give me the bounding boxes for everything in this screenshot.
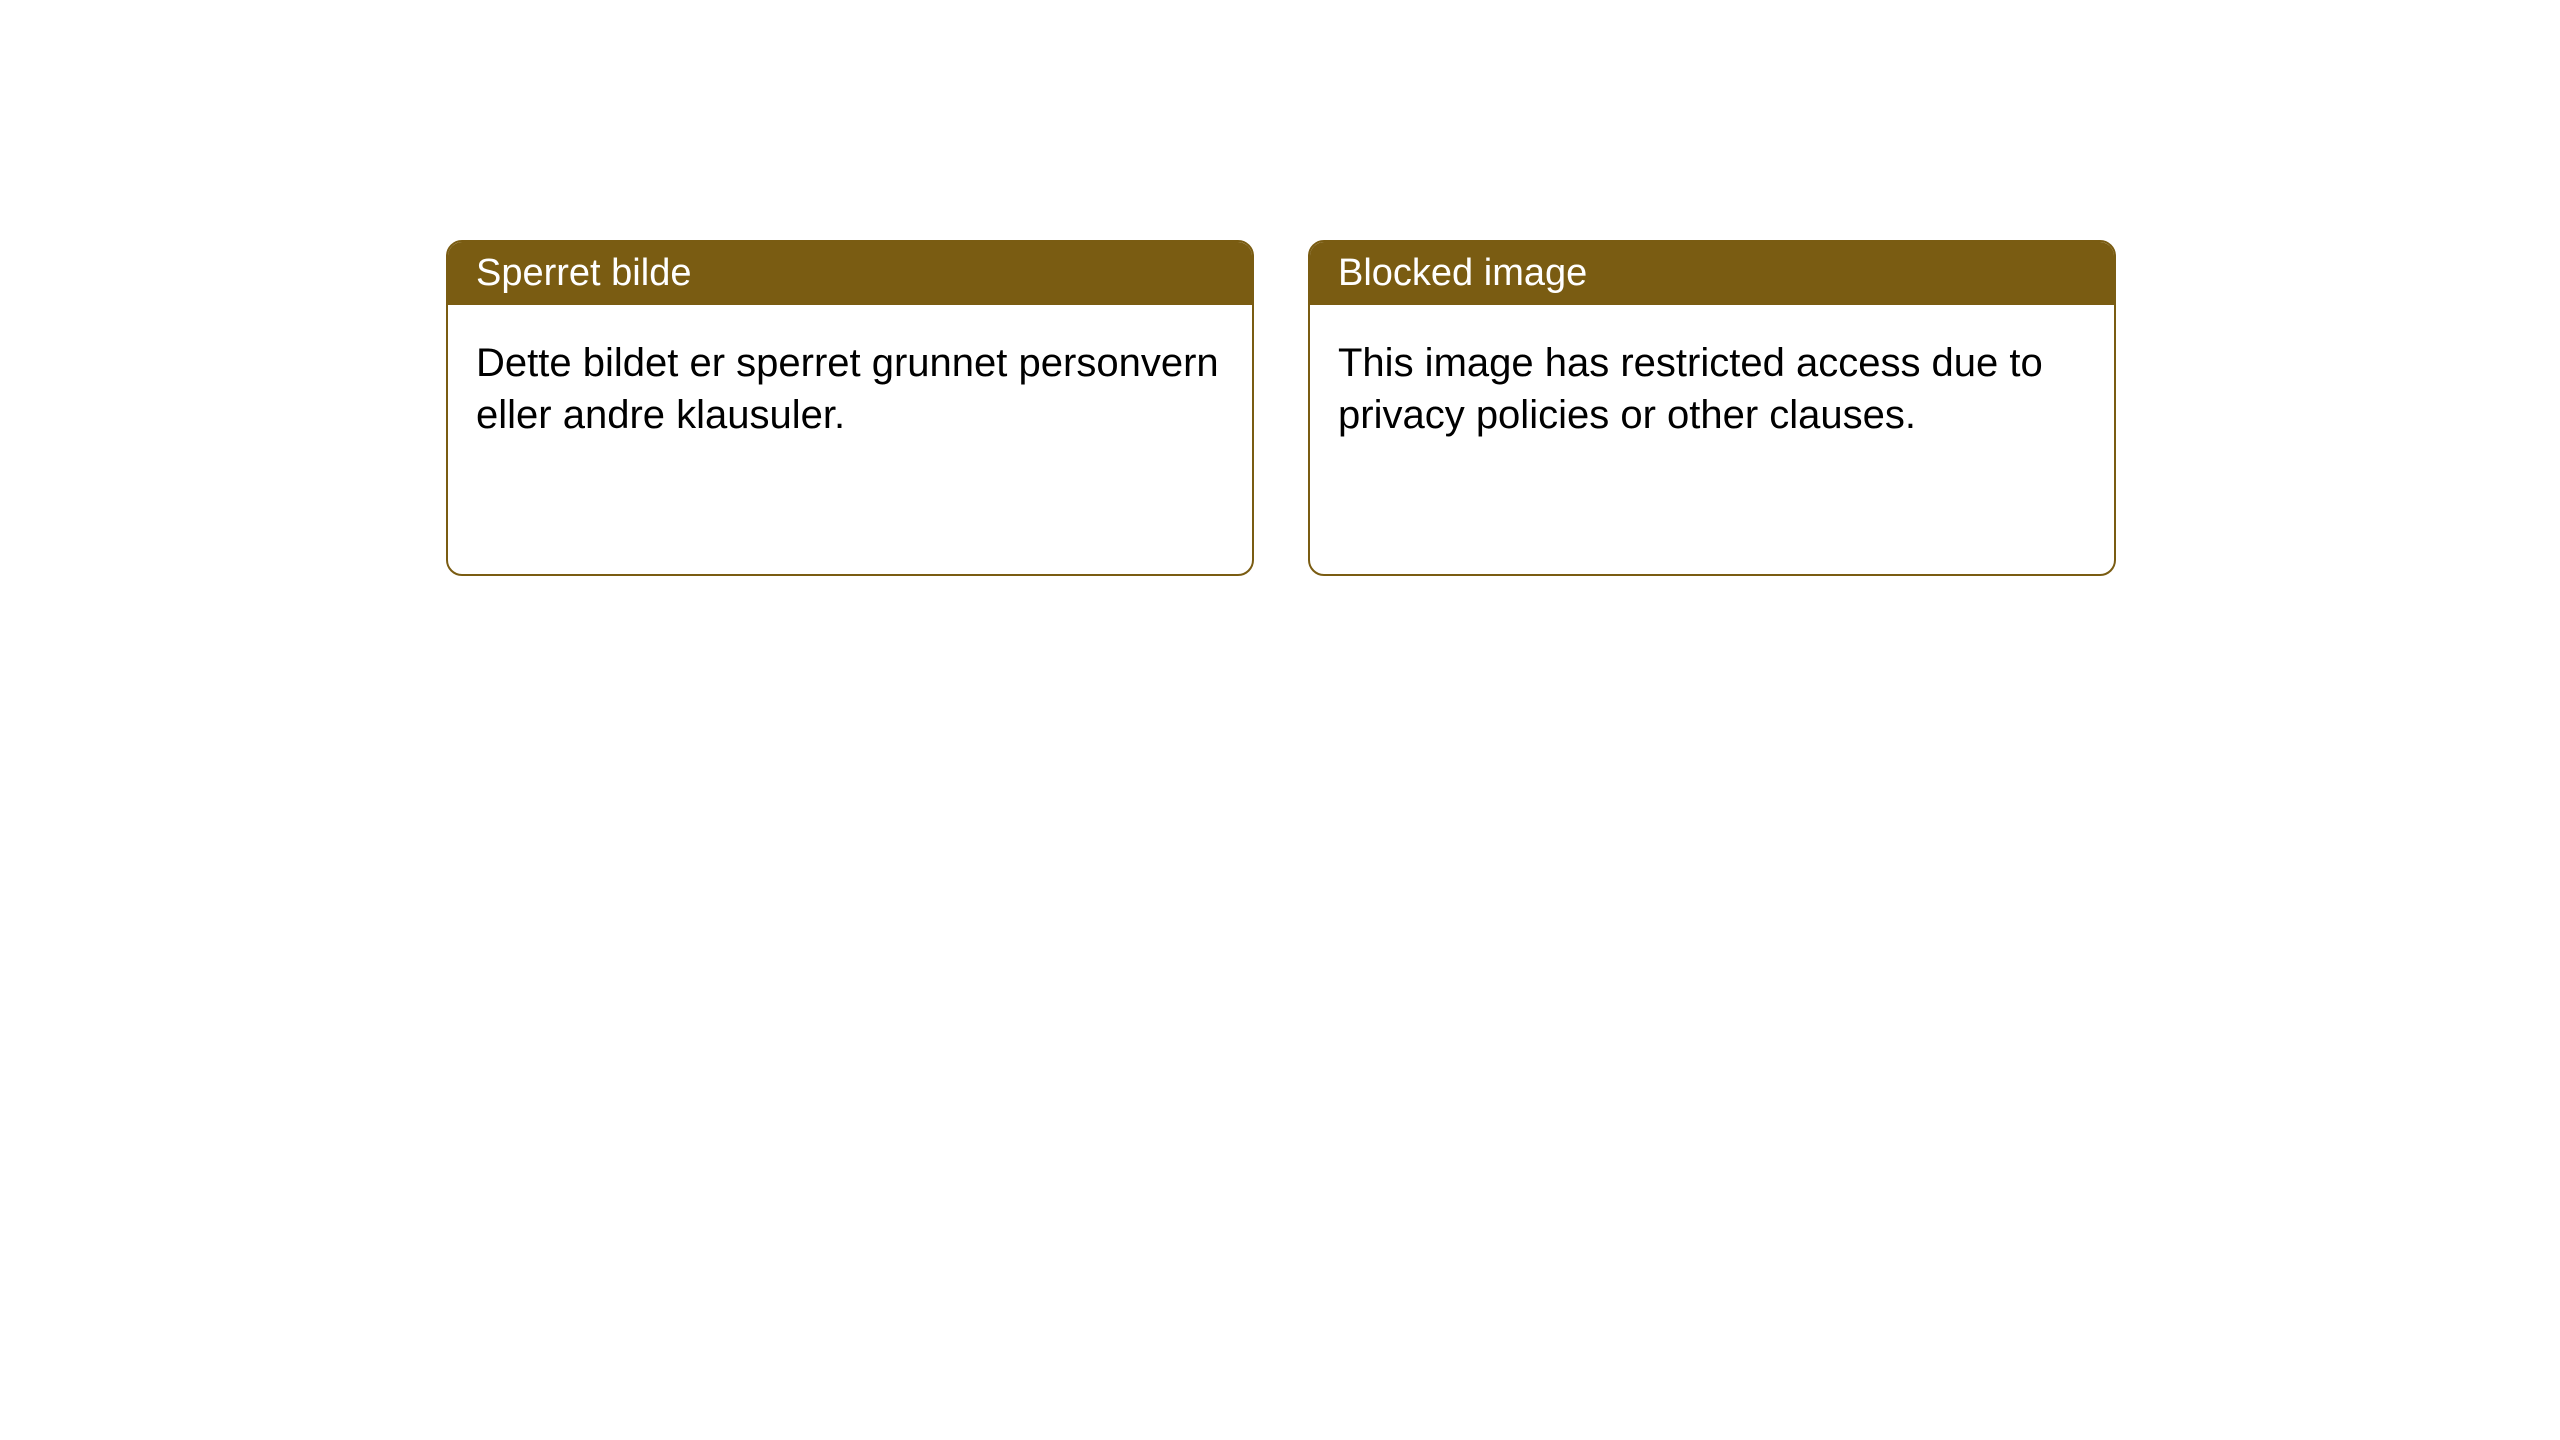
notice-card-norwegian: Sperret bilde Dette bildet er sperret gr… <box>446 240 1254 576</box>
notice-container: Sperret bilde Dette bildet er sperret gr… <box>446 240 2116 576</box>
notice-body: This image has restricted access due to … <box>1310 305 2114 473</box>
notice-header: Sperret bilde <box>448 242 1252 305</box>
notice-body: Dette bildet er sperret grunnet personve… <box>448 305 1252 473</box>
notice-card-english: Blocked image This image has restricted … <box>1308 240 2116 576</box>
notice-header: Blocked image <box>1310 242 2114 305</box>
